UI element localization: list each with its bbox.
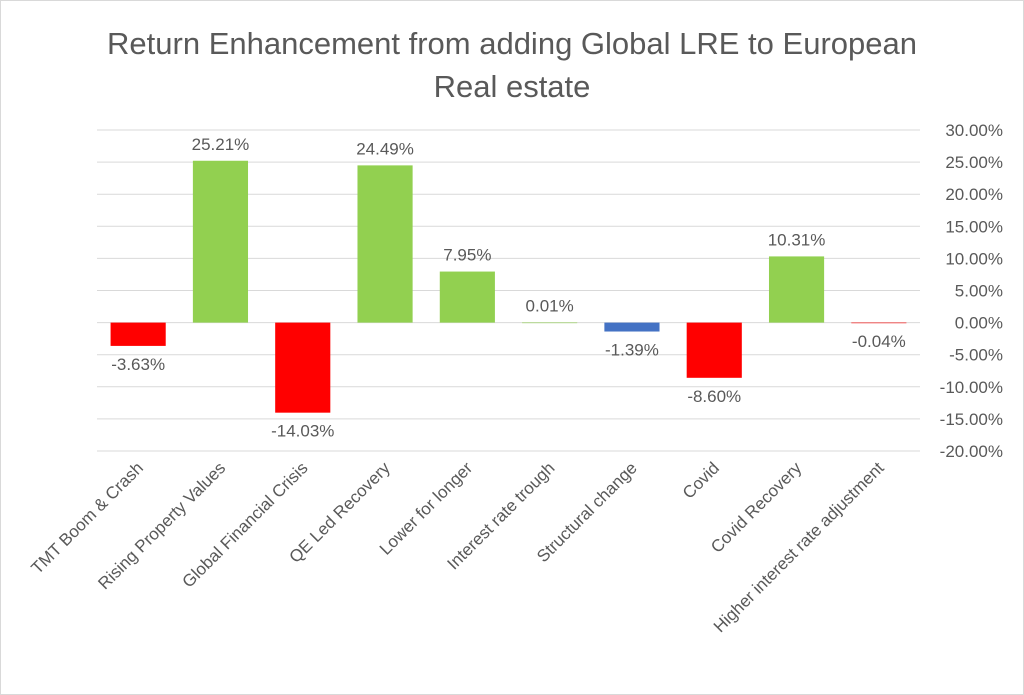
data-label: -8.60% <box>687 387 741 406</box>
data-label: -3.63% <box>111 355 165 374</box>
data-label: -1.39% <box>605 341 659 360</box>
data-label: -14.03% <box>271 422 334 441</box>
data-label: 0.01% <box>526 297 574 316</box>
y-tick-label: -10.00% <box>940 378 1003 397</box>
data-label: 25.21% <box>192 135 250 154</box>
data-label: -0.04% <box>852 332 906 351</box>
bar <box>439 271 495 323</box>
bar <box>275 322 331 413</box>
bar <box>357 165 413 323</box>
chart-title: Return Enhancement from adding Global LR… <box>0 22 1024 108</box>
bar <box>192 160 249 323</box>
chart-title-line-1: Return Enhancement from adding Global LR… <box>107 26 917 61</box>
bar <box>686 322 742 378</box>
bar <box>604 322 660 332</box>
bar <box>522 322 578 324</box>
y-tick-label: 15.00% <box>945 217 1003 236</box>
y-tick-label: 30.00% <box>945 121 1003 140</box>
y-axis-tick-labels: 30.00% 25.00% 20.00% 15.00% 10.00% 5.00% 0.00%… <box>940 121 1003 461</box>
bar <box>110 322 166 346</box>
data-label: 7.95% <box>443 246 491 265</box>
y-tick-label: 10.00% <box>945 249 1003 268</box>
data-label: 24.49% <box>356 139 414 158</box>
bar <box>768 256 825 323</box>
y-tick-label: -5.00% <box>949 346 1003 365</box>
data-labels: -3.63% 25.21% -14.03% 24.49% 7.95% 0.01% -1.39… <box>111 135 906 441</box>
y-tick-label: 0.00% <box>955 314 1003 333</box>
data-label: 10.31% <box>768 230 826 249</box>
bars <box>110 160 907 413</box>
y-tick-label: 20.00% <box>945 185 1003 204</box>
chart-title-line-2: Real estate <box>433 69 591 104</box>
x-tick-label: Higher interest rate adjustment <box>710 458 888 636</box>
y-tick-label: -15.00% <box>940 410 1003 429</box>
x-tick-label: Covid <box>679 458 723 502</box>
y-tick-label: 5.00% <box>955 282 1003 301</box>
y-tick-label: 25.00% <box>945 153 1003 172</box>
y-tick-label: -20.00% <box>940 442 1003 461</box>
bar <box>851 322 907 324</box>
